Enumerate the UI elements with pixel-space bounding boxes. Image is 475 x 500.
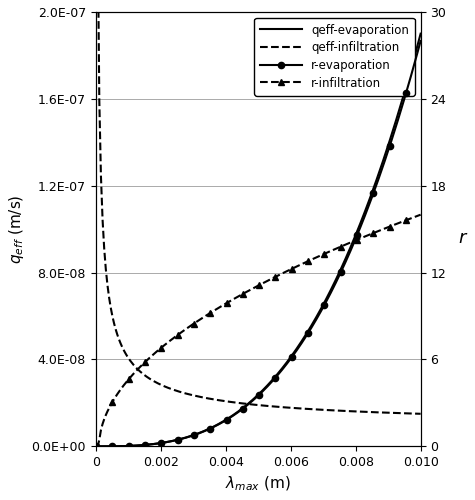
Line: r-evaporation: r-evaporation (93, 38, 424, 450)
r-infiltration (418, 212, 424, 218)
r-infiltration (93, 444, 99, 450)
qeff-evaporation (401, 90, 407, 96)
qeff-infiltration (180, 390, 185, 396)
qeff-evaporation (93, 444, 99, 450)
r-evaporation (153, 440, 159, 446)
r-evaporation (418, 38, 424, 44)
qeff-evaporation (153, 440, 159, 446)
r-infiltration (153, 349, 159, 355)
qeff-infiltration (106, 294, 112, 300)
Legend: qeff-evaporation, qeff-infiltration, r-evaporation, r-infiltration: qeff-evaporation, qeff-infiltration, r-e… (254, 18, 415, 96)
qeff-evaporation (418, 30, 424, 36)
qeff-infiltration (153, 380, 159, 386)
r-infiltration (106, 405, 112, 411)
qeff-infiltration (401, 410, 407, 416)
r-evaporation (106, 444, 112, 450)
qeff-evaporation (113, 444, 118, 450)
r-evaporation (93, 444, 99, 450)
Y-axis label: $r$: $r$ (458, 229, 468, 247)
Line: qeff-evaporation: qeff-evaporation (96, 34, 421, 447)
Line: r-infiltration: r-infiltration (93, 211, 424, 450)
r-infiltration (401, 218, 407, 224)
r-infiltration (390, 222, 396, 228)
Line: qeff-infiltration: qeff-infiltration (96, 0, 421, 414)
r-evaporation (401, 96, 407, 102)
Y-axis label: $q_{eff}$ (m/s): $q_{eff}$ (m/s) (7, 194, 26, 264)
X-axis label: $\lambda_{max}$ (m): $\lambda_{max}$ (m) (225, 474, 291, 493)
r-evaporation (180, 436, 185, 442)
r-infiltration (113, 394, 118, 400)
qeff-infiltration (113, 326, 118, 332)
qeff-infiltration (390, 410, 396, 416)
qeff-infiltration (418, 411, 424, 417)
qeff-evaporation (180, 436, 185, 442)
r-evaporation (113, 444, 118, 450)
qeff-evaporation (390, 128, 396, 134)
r-infiltration (180, 328, 185, 334)
r-evaporation (390, 133, 396, 139)
qeff-evaporation (106, 444, 112, 450)
